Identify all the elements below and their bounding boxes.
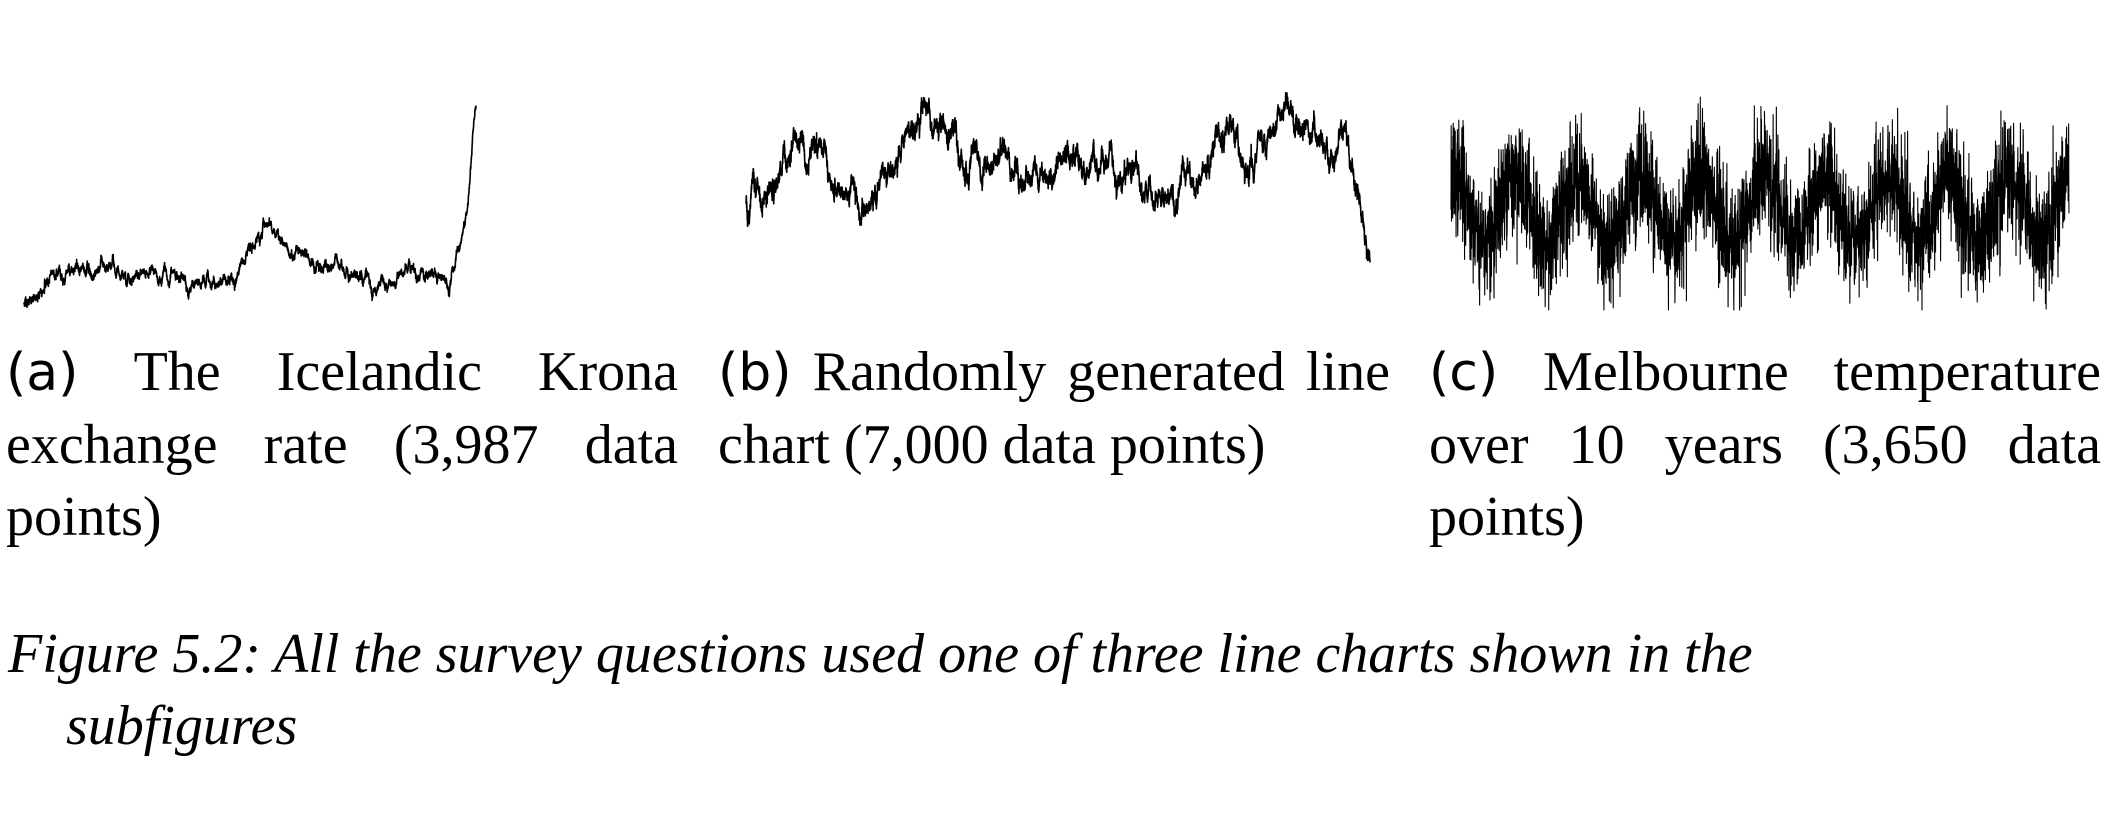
subfigure-b-caption-text: Randomly generated line chart (7,000 dat… [718,341,1390,476]
figure-caption: Figure 5.2: All the survey questions use… [8,618,2098,762]
subfigure-c-label: (c) [1429,343,1499,403]
subfigure-c-caption: (c) Melbourne temperature over 10 years … [1429,336,2101,553]
figure-caption-line1: All the survey questions used one of thr… [273,623,1753,685]
chart-melbourne-temperature [1450,96,2070,311]
subfigure-a-caption: (a) The Icelandic Krona exchange rate (3… [6,336,678,553]
subfigure-b-label: (b) [718,343,792,403]
series-line-a [23,105,477,308]
figure-caption-line2: subfigures [66,695,298,757]
chart-random-line [745,91,1371,263]
series-line-c [1450,96,2070,311]
figure-caption-label: Figure 5.2: [8,623,261,685]
subfigure-b-caption: (b) Randomly generated line chart (7,000… [718,336,1390,481]
chart-krona-exchange-rate [23,105,477,308]
subfigure-a-label: (a) [6,343,79,403]
subfigure-a-caption-text: The Icelandic Krona exchange rate (3,987… [6,341,678,548]
subfigure-c-caption-text: Melbourne temperature over 10 years (3,6… [1429,341,2101,548]
series-line-b [745,91,1371,263]
